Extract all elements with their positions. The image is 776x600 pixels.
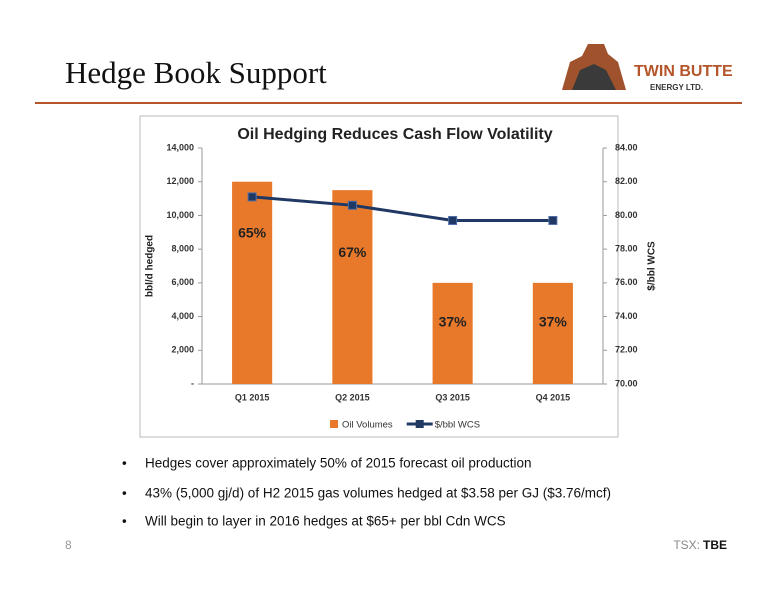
y2-tick-label: 84.00	[615, 142, 638, 152]
x-tick-label: Q3 2015	[435, 392, 470, 402]
line-marker	[448, 215, 458, 225]
y-tick-label: 8,000	[171, 244, 194, 254]
bar-annotation: 37%	[439, 314, 468, 330]
slide-title: Hedge Book Support	[65, 55, 327, 90]
y2-tick-label: 76.00	[615, 277, 638, 287]
bar-annotation: 37%	[539, 314, 568, 330]
bar	[332, 190, 373, 384]
legend-swatch	[415, 420, 424, 428]
bar-annotation: 67%	[338, 244, 367, 260]
bar	[532, 282, 573, 384]
bullet-dot: •	[122, 486, 127, 501]
y-axis-title: bbl/d hedged	[145, 235, 156, 297]
line-marker	[347, 200, 357, 210]
chart-frame	[139, 115, 619, 438]
bullet: Hedges cover approximately 50% of 2015 f…	[145, 456, 531, 471]
legend-swatch	[330, 420, 338, 428]
y2-tick-label: 82.00	[615, 176, 638, 186]
ticker: TBE	[703, 538, 727, 552]
x-tick-label: Q2 2015	[335, 392, 370, 402]
y2-tick-label: 70.00	[615, 378, 638, 388]
line	[251, 195, 553, 222]
y-tick-label: -	[191, 378, 194, 388]
y-tick-label: 10,000	[166, 210, 194, 220]
y2-tick-label: 72.00	[615, 345, 638, 355]
logo: TWIN BUTTE ENERGY LTD.	[562, 44, 733, 92]
exchange: TSX:	[673, 538, 700, 552]
page-number: 8	[65, 538, 72, 552]
legend-label: Oil Volumes	[342, 420, 393, 431]
x-tick-label: Q1 2015	[235, 392, 270, 402]
bullet: 43% (5,000 gj/d) of H2 2015 gas volumes …	[145, 486, 611, 501]
logo-shadow	[572, 64, 616, 90]
logo-subname: ENERGY LTD.	[650, 83, 703, 92]
y-tick-label: 14,000	[166, 142, 194, 152]
bar	[232, 181, 273, 384]
bullet-dot: •	[122, 456, 127, 471]
legend-label: $/bbl WCS	[435, 420, 480, 431]
bar	[432, 282, 473, 384]
bullet: Will begin to layer in 2016 hedges at $6…	[145, 514, 506, 529]
y2-tick-label: 78.00	[615, 244, 638, 254]
bar-annotation: 65%	[238, 224, 267, 240]
line-marker	[548, 215, 558, 225]
y-tick-label: 12,000	[166, 176, 194, 186]
logo-name: TWIN BUTTE	[634, 63, 733, 80]
chart-title: Oil Hedging Reduces Cash Flow Volatility	[237, 126, 552, 143]
y2-axis-title: $/bbl WCS	[647, 241, 658, 291]
line-marker	[247, 192, 257, 202]
y2-tick-label: 80.00	[615, 210, 638, 220]
x-tick-label: Q4 2015	[536, 392, 571, 402]
y-tick-label: 6,000	[171, 277, 194, 287]
y-tick-label: 2,000	[171, 345, 194, 355]
y2-tick-label: 74.00	[615, 311, 638, 321]
bullet-dot: •	[122, 514, 127, 529]
y-tick-label: 4,000	[171, 311, 194, 321]
